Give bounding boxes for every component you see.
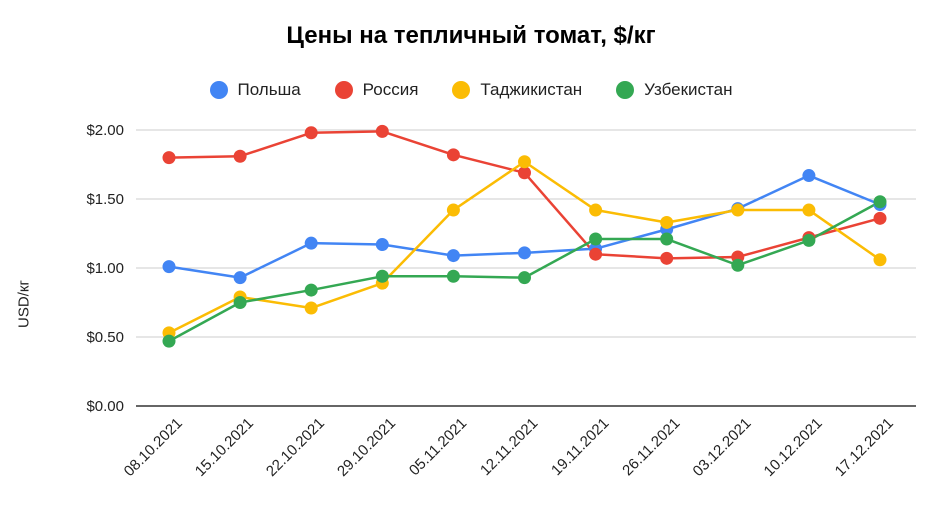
x-tick-label: 15.10.2021 [192,415,257,480]
x-tick-label: 03.12.2021 [690,415,755,480]
data-point [660,232,674,246]
legend-label: Таджикистан [480,80,583,99]
x-tick-label: 19.11.2021 [548,415,612,479]
data-point [589,232,603,246]
data-point [375,124,389,138]
data-point [802,169,816,183]
legend-item: Польша [209,80,301,100]
legend-item: Россия [334,80,419,100]
data-point [304,126,318,140]
x-tick-label: 17.12.2021 [832,415,897,480]
data-point [873,253,887,267]
data-point [873,211,887,225]
data-point [589,247,603,261]
x-tick-label: 26.11.2021 [619,415,683,479]
y-tick-label: $1.00 [86,260,124,277]
legend: Польша Россия Таджикистан Узбекистан [0,80,942,100]
legend-item: Таджикистан [452,80,582,100]
data-point [233,296,247,309]
data-point [162,151,176,165]
data-point [375,269,389,283]
x-tick-label: 12.11.2021 [477,415,541,479]
data-point [375,238,389,252]
data-point [446,249,460,263]
data-point [304,236,318,250]
data-point [518,166,531,180]
data-point [660,215,674,229]
data-point [731,258,745,272]
data-point [304,301,318,315]
chart-title: Цены на тепличный томат, $/кг [286,22,656,49]
legend-marker [209,81,228,99]
data-point [518,246,531,260]
data-point [446,203,460,217]
legend-item: Узбекистан [616,80,732,100]
data-point [731,203,745,217]
data-point [233,149,247,163]
data-point [660,251,674,265]
x-tick-label: 29.10.2021 [334,415,399,480]
y-tick-label: $0.00 [86,398,124,415]
legend-label: Узбекистан [644,80,733,99]
data-point [518,155,531,169]
data-point [446,269,460,283]
x-tick-label: 05.11.2021 [406,415,470,479]
data-point [589,203,603,217]
data-point [802,203,816,217]
data-point [873,195,887,209]
x-tick-label: 08.10.2021 [121,415,186,480]
y-tick-label: $2.00 [86,122,124,139]
data-point [518,271,531,285]
y-tick-label: $0.50 [86,329,124,346]
data-point [304,283,318,297]
legend-marker [616,81,635,99]
legend-label: Россия [362,80,419,99]
legend-marker [334,81,353,99]
data-point [802,233,816,247]
x-tick-label: 22.10.2021 [263,415,328,480]
data-point [233,271,247,285]
x-tick-label: 10.12.2021 [761,415,826,480]
data-point [162,334,176,348]
y-tick-label: $1.50 [86,191,124,208]
series-line [168,174,881,279]
data-point [446,148,460,162]
data-point [162,260,176,274]
legend-label: Польша [237,80,301,99]
legend-marker [452,81,471,99]
series-line [168,130,881,260]
